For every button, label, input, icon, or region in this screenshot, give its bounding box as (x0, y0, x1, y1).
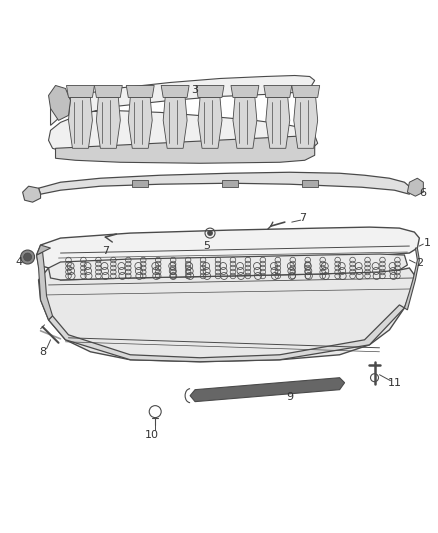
Polygon shape (49, 305, 404, 362)
Polygon shape (231, 85, 259, 98)
Polygon shape (196, 85, 224, 98)
Circle shape (24, 253, 32, 261)
Polygon shape (37, 252, 53, 320)
Polygon shape (294, 98, 318, 148)
Polygon shape (96, 98, 120, 148)
Polygon shape (292, 85, 320, 98)
Bar (132, 180, 148, 187)
Text: 7: 7 (102, 246, 109, 256)
Circle shape (208, 231, 212, 236)
Polygon shape (198, 98, 222, 148)
Text: 9: 9 (286, 392, 293, 402)
Polygon shape (23, 186, 41, 202)
Text: 10: 10 (145, 430, 159, 440)
Polygon shape (407, 178, 424, 196)
Polygon shape (95, 85, 122, 98)
Circle shape (21, 250, 35, 264)
Text: 11: 11 (388, 378, 402, 387)
Polygon shape (49, 85, 71, 120)
Polygon shape (67, 85, 95, 98)
Polygon shape (233, 98, 257, 148)
Polygon shape (49, 76, 318, 160)
Polygon shape (404, 248, 419, 310)
Polygon shape (49, 254, 407, 280)
Text: 5: 5 (204, 241, 211, 251)
Text: 7: 7 (299, 213, 306, 223)
Polygon shape (128, 98, 152, 148)
Bar (302, 180, 318, 187)
Text: 4: 4 (15, 257, 22, 267)
Polygon shape (37, 245, 50, 255)
Polygon shape (161, 85, 189, 98)
Text: 1: 1 (424, 238, 431, 248)
Bar (222, 180, 238, 187)
Polygon shape (39, 268, 414, 362)
Text: 6: 6 (419, 188, 426, 198)
Polygon shape (37, 227, 419, 268)
Polygon shape (163, 98, 187, 148)
Polygon shape (266, 98, 290, 148)
Polygon shape (190, 378, 345, 402)
Text: 3: 3 (191, 85, 198, 95)
Text: 2: 2 (416, 258, 423, 268)
Polygon shape (68, 98, 92, 148)
Text: 8: 8 (39, 347, 46, 357)
Polygon shape (39, 172, 411, 194)
Polygon shape (56, 135, 314, 163)
Polygon shape (264, 85, 292, 98)
Polygon shape (126, 85, 154, 98)
